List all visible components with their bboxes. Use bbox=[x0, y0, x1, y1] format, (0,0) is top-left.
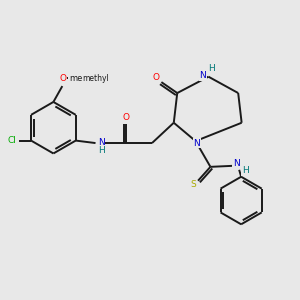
Text: H: H bbox=[242, 166, 248, 175]
Text: N: N bbox=[98, 138, 105, 147]
Text: Cl: Cl bbox=[7, 136, 16, 145]
Text: methyl: methyl bbox=[82, 74, 109, 83]
Text: S: S bbox=[190, 180, 196, 189]
Text: O: O bbox=[123, 112, 130, 122]
Text: O: O bbox=[60, 74, 67, 83]
Text: O: O bbox=[153, 73, 160, 82]
Text: N: N bbox=[233, 159, 240, 168]
Text: H: H bbox=[208, 64, 215, 73]
Text: N: N bbox=[199, 71, 206, 80]
Text: N: N bbox=[193, 139, 200, 148]
Text: H: H bbox=[98, 146, 105, 155]
Text: methyl: methyl bbox=[69, 74, 98, 83]
